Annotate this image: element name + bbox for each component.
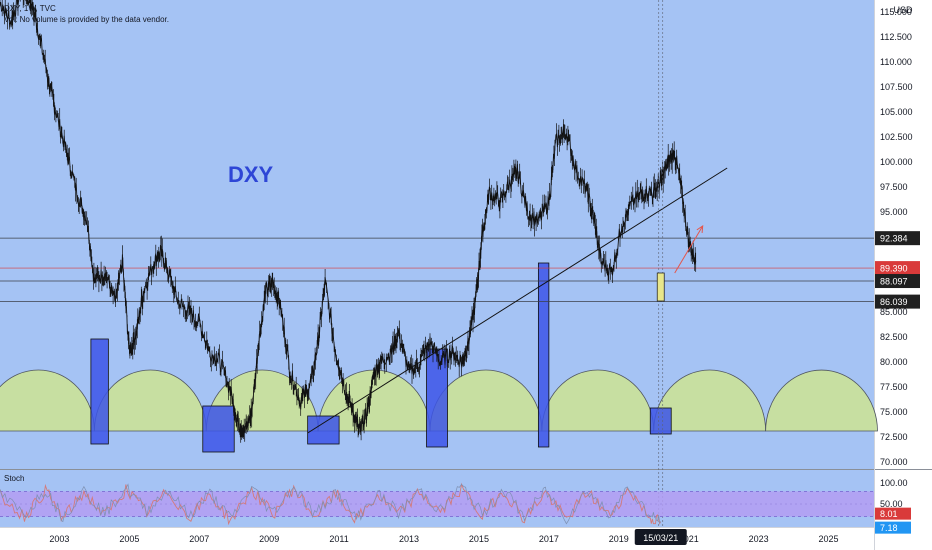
x-tick-2007: 2007: [189, 534, 209, 544]
y-tick-75.000: 75.000: [880, 407, 908, 417]
y-tick-80.000: 80.000: [880, 357, 908, 367]
price-wicks: [0, 0, 697, 443]
y-tick-100.000: 100.000: [880, 157, 913, 167]
x-tick-2003: 2003: [49, 534, 69, 544]
y-tick-70.000: 70.000: [880, 457, 908, 467]
trendline: [307, 167, 728, 434]
x-tick-2021: 2021: [679, 534, 699, 544]
target-arrow: [674, 225, 704, 274]
cycle-low-boxes: [90, 262, 672, 453]
cycle-low-box-4: [426, 348, 448, 448]
x-tick-2013: 2013: [399, 534, 419, 544]
y-tick-107.500: 107.500: [880, 82, 913, 92]
price-series: [0, 0, 697, 443]
stoch-tick-50.00: 50.00: [880, 499, 903, 509]
currency-unit: USD: [893, 5, 913, 15]
cycle-low-box-1: [90, 338, 109, 445]
chart-title-dxy: DXY: [228, 162, 274, 187]
y-tick-110.000: 110.000: [880, 57, 912, 67]
level-label-bg-89.390: [875, 261, 920, 276]
level-label-86.039: 86.039: [880, 297, 908, 307]
cycle-arcs: [0, 369, 878, 432]
level-label-bg-92.384: [875, 231, 920, 246]
cycle-low-box-3: [307, 415, 340, 445]
y-tick-97.500: 97.500: [880, 182, 908, 192]
stoch-d-label: 7.18: [880, 523, 898, 533]
level-label-bg-86.039: [875, 294, 920, 309]
cycle-low-box-2: [202, 405, 235, 453]
stoch-label: Stoch: [4, 474, 24, 483]
cycle-low-box-5: [537, 262, 550, 448]
y-tick-102.500: 102.500: [880, 132, 913, 142]
x-tick-2011: 2011: [329, 534, 348, 544]
x-tick-2017: 2017: [539, 534, 559, 544]
y-tick-72.500: 72.500: [880, 432, 908, 442]
level-label-92.384: 92.384: [880, 234, 908, 244]
date-label-bg: [634, 529, 687, 545]
stoch-indicator: [0, 482, 874, 526]
y-tick-77.500: 77.500: [880, 382, 908, 392]
price-axis-ticks: 70.000 72.500 75.000 77.500 80.000 82.500 85.0…: [880, 7, 913, 509]
stoch-d-line: [0, 483, 661, 525]
level-label-88.097: 88.097: [880, 277, 908, 287]
volume-note: Vol: No volume is provided by the data v…: [4, 15, 169, 24]
target-zone-box: [656, 272, 665, 302]
y-tick-105.000: 105.000: [880, 107, 913, 117]
target-arrow-head: [696, 225, 704, 234]
cycle-arc-7: [653, 369, 767, 432]
y-tick-112.500: 112.500: [880, 32, 912, 42]
y-tick-85.000: 85.000: [880, 307, 908, 317]
date-label: 15/03/21: [643, 533, 678, 543]
x-tick-2005: 2005: [119, 534, 139, 544]
cycle-arc-8: [765, 369, 878, 432]
x-tick-2019: 2019: [609, 534, 629, 544]
x-tick-2009: 2009: [259, 534, 279, 544]
stoch-d-label-bg: [875, 521, 911, 534]
time-axis-ticks: 2003 2005 2007 2009 2011 2013 2015 2017 2019 2021…: [49, 529, 839, 545]
stoch-tick-100.00: 100.00: [880, 478, 908, 488]
x-tick-2025: 2025: [819, 534, 839, 544]
horizontal-levels: [0, 237, 874, 302]
annotations: [307, 0, 728, 527]
level-label-89.390: 89.390: [880, 264, 908, 274]
y-tick-115.000: 115.000: [880, 7, 912, 17]
cycle-low-box-6: [649, 407, 672, 435]
price-level-labels: 92.384 89.390 88.097 86.039 8.01 7.18: [875, 231, 920, 534]
stoch-k-label: 8.01: [880, 509, 898, 519]
x-tick-2015: 2015: [469, 534, 489, 544]
y-tick-82.500: 82.500: [880, 332, 908, 342]
level-label-bg-88.097: [875, 274, 920, 289]
symbol-header: DXY, 1W, TVC: [4, 4, 56, 13]
stoch-k-label-bg: [875, 507, 911, 520]
y-tick-95.000: 95.000: [880, 207, 908, 217]
x-tick-2023: 2023: [749, 534, 769, 544]
